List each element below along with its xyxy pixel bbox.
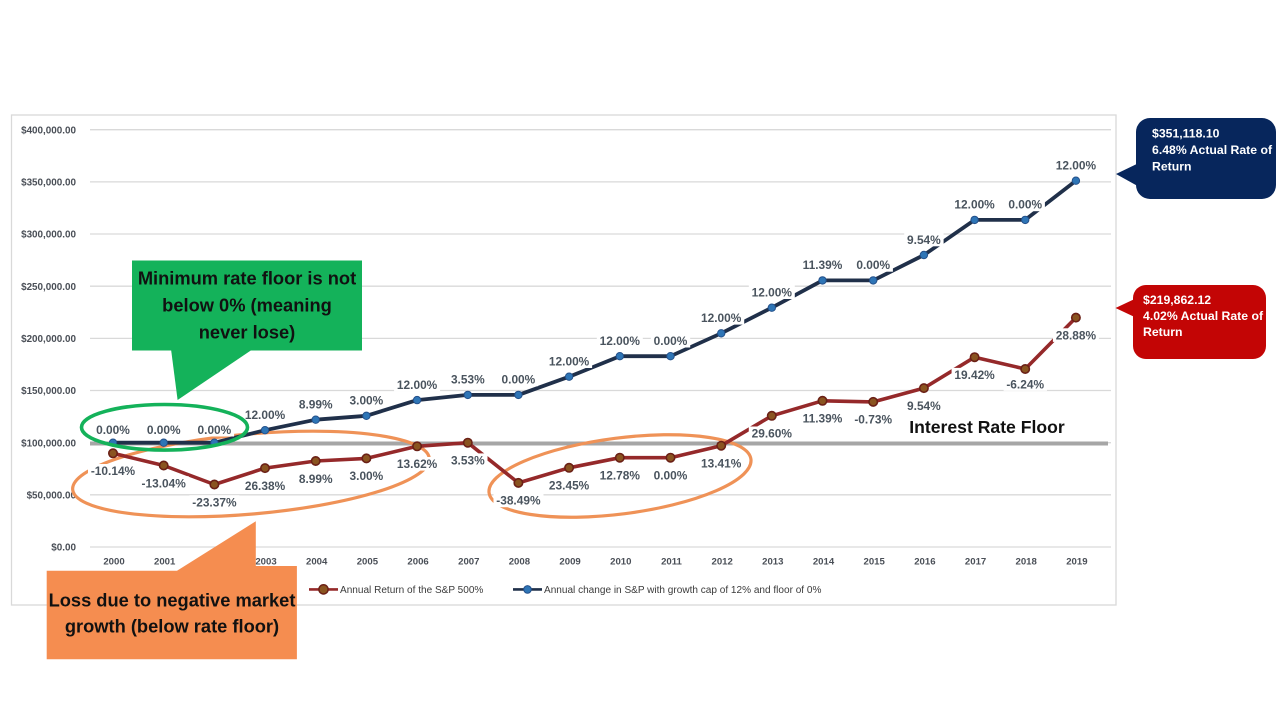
svg-text:12.78%: 12.78% — [600, 469, 641, 483]
svg-text:2017: 2017 — [965, 557, 986, 568]
svg-text:$100,000.00: $100,000.00 — [21, 438, 76, 449]
svg-text:$300,000.00: $300,000.00 — [21, 230, 76, 241]
svg-text:12.00%: 12.00% — [752, 286, 793, 300]
svg-text:2010: 2010 — [610, 557, 631, 568]
svg-text:Return: Return — [1143, 325, 1182, 339]
svg-text:13.41%: 13.41% — [701, 457, 742, 471]
svg-text:Annual Return of the S&P 500%: Annual Return of the S&P 500% — [340, 585, 483, 596]
svg-text:2019: 2019 — [1066, 557, 1087, 568]
svg-text:2009: 2009 — [559, 557, 580, 568]
svg-text:2011: 2011 — [661, 557, 682, 568]
svg-text:3.53%: 3.53% — [451, 373, 485, 387]
svg-text:0.00%: 0.00% — [198, 423, 232, 437]
svg-text:2007: 2007 — [458, 557, 479, 568]
svg-text:11.39%: 11.39% — [803, 258, 843, 272]
svg-text:-13.04%: -13.04% — [142, 476, 187, 490]
svg-text:0.00%: 0.00% — [654, 469, 688, 483]
svg-text:2013: 2013 — [762, 557, 783, 568]
svg-text:28.88%: 28.88% — [1056, 328, 1097, 342]
svg-text:12.00%: 12.00% — [549, 355, 590, 369]
svg-text:0.00%: 0.00% — [856, 258, 890, 272]
svg-text:12.00%: 12.00% — [397, 378, 438, 392]
svg-text:Annual change in S&P with grow: Annual change in S&P with growth cap of … — [544, 585, 821, 596]
svg-text:6.48% Actual Rate of: 6.48% Actual Rate of — [1152, 143, 1273, 157]
svg-text:2015: 2015 — [864, 557, 886, 568]
svg-text:$219,862.12: $219,862.12 — [1143, 293, 1211, 307]
svg-text:0.00%: 0.00% — [502, 373, 536, 387]
svg-text:3.53%: 3.53% — [451, 454, 485, 468]
svg-text:0.00%: 0.00% — [96, 423, 130, 437]
svg-text:12.00%: 12.00% — [954, 198, 995, 212]
svg-text:3.00%: 3.00% — [350, 469, 384, 483]
svg-text:$350,000.00: $350,000.00 — [21, 178, 76, 189]
svg-text:12.00%: 12.00% — [701, 311, 742, 325]
svg-text:23.45%: 23.45% — [549, 479, 590, 493]
svg-text:Loss due to negative market: Loss due to negative market — [49, 590, 296, 611]
svg-text:2006: 2006 — [407, 557, 428, 568]
svg-text:-23.37%: -23.37% — [192, 495, 237, 509]
svg-text:Minimum rate floor is not: Minimum rate floor is not — [138, 268, 356, 289]
svg-text:below 0% (meaning: below 0% (meaning — [162, 295, 332, 316]
svg-text:2003: 2003 — [255, 557, 276, 568]
svg-text:26.38%: 26.38% — [245, 479, 286, 493]
svg-text:4.02% Actual Rate of: 4.02% Actual Rate of — [1143, 309, 1264, 323]
svg-text:$351,118.10: $351,118.10 — [1152, 127, 1220, 141]
svg-text:0.00%: 0.00% — [147, 423, 181, 437]
svg-text:29.60%: 29.60% — [752, 427, 793, 441]
svg-text:19.42%: 19.42% — [954, 368, 995, 382]
svg-text:-10.14%: -10.14% — [91, 464, 136, 478]
svg-text:$150,000.00: $150,000.00 — [21, 386, 76, 397]
svg-text:8.99%: 8.99% — [299, 398, 333, 412]
svg-text:2005: 2005 — [357, 557, 379, 568]
svg-text:$0.00: $0.00 — [51, 543, 76, 554]
svg-text:2000: 2000 — [103, 557, 124, 568]
svg-text:8.99%: 8.99% — [299, 472, 333, 486]
svg-text:$200,000.00: $200,000.00 — [21, 334, 76, 345]
svg-text:0.00%: 0.00% — [1008, 198, 1042, 212]
svg-text:2018: 2018 — [1016, 557, 1038, 568]
svg-text:9.54%: 9.54% — [907, 233, 941, 247]
svg-text:12.00%: 12.00% — [245, 408, 286, 422]
svg-text:-6.24%: -6.24% — [1006, 377, 1044, 391]
svg-text:0.00%: 0.00% — [654, 334, 688, 348]
svg-text:$400,000.00: $400,000.00 — [21, 125, 76, 136]
svg-text:-0.73%: -0.73% — [854, 413, 892, 427]
svg-text:Interest Rate Floor: Interest Rate Floor — [909, 417, 1065, 437]
svg-text:2014: 2014 — [813, 557, 835, 568]
svg-text:2008: 2008 — [509, 557, 531, 568]
svg-text:Return: Return — [1152, 160, 1191, 174]
svg-text:9.54%: 9.54% — [907, 399, 941, 413]
svg-text:never lose): never lose) — [199, 322, 296, 343]
svg-text:12.00%: 12.00% — [1056, 159, 1097, 173]
svg-text:11.39%: 11.39% — [803, 412, 843, 426]
svg-text:$50,000.00: $50,000.00 — [27, 490, 77, 501]
svg-text:-38.49%: -38.49% — [496, 494, 541, 508]
svg-text:2004: 2004 — [306, 557, 328, 568]
svg-text:3.00%: 3.00% — [350, 394, 384, 408]
svg-text:2016: 2016 — [914, 557, 935, 568]
svg-text:2012: 2012 — [712, 557, 733, 568]
svg-text:growth (below rate floor): growth (below rate floor) — [65, 616, 279, 637]
svg-text:2001: 2001 — [154, 557, 176, 568]
svg-text:$250,000.00: $250,000.00 — [21, 282, 76, 293]
svg-text:12.00%: 12.00% — [600, 334, 641, 348]
svg-text:13.62%: 13.62% — [397, 457, 438, 471]
